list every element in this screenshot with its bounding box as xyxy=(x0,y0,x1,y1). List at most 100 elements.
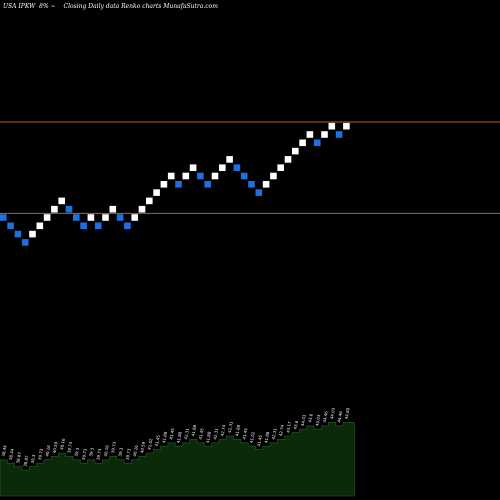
volume-value-label: 41.88 xyxy=(263,431,270,444)
volume-value-label: 41.88 xyxy=(176,431,183,444)
volume-value-label: 39.3 xyxy=(74,447,81,457)
volume-value-label: 39.3 xyxy=(30,454,37,464)
renko-brick-down xyxy=(313,139,321,147)
volume-value-label: 42.31 xyxy=(227,421,234,434)
volume-value-label: 44.03 xyxy=(314,414,321,427)
renko-brick-up xyxy=(87,214,95,221)
volume-value-label: 38.87 xyxy=(22,455,29,468)
description-label: Closing Daily data Renko charts MunafaSu… xyxy=(64,3,219,10)
volume-value-label: 38.44 xyxy=(1,444,8,457)
ticker-label: USA IPKW xyxy=(3,3,36,10)
volume-value-label: 44.03 xyxy=(300,414,307,427)
renko-brick-up xyxy=(160,181,168,188)
volume-value-label: 41.02 xyxy=(147,438,154,451)
renko-brick-up xyxy=(343,122,350,130)
renko-brick-up xyxy=(299,139,306,147)
volume-value-label: 44.03 xyxy=(329,407,336,420)
volume-fill xyxy=(0,422,355,497)
volume-value-label: 39.73 xyxy=(95,448,102,461)
volume-labels: 38.44 38.44 38.87 38.87 39.3 39.73 40.16 40.59 4… xyxy=(1,407,351,467)
volume-value-label: 40.16 xyxy=(132,444,139,457)
volume-value-label: 40.59 xyxy=(139,441,146,454)
volume-value-label: 42.74 xyxy=(278,424,285,437)
renko-brick-down xyxy=(14,230,22,238)
level-lines xyxy=(0,121,500,214)
renko-brick-up xyxy=(167,172,175,180)
renko-brick-down xyxy=(21,239,29,246)
renko-brick-down xyxy=(0,214,7,221)
volume-value-label: 41.45 xyxy=(168,427,175,440)
volume-value-label: 42.31 xyxy=(183,427,190,440)
renko-brick-down xyxy=(240,172,248,180)
volume-value-label: 39.73 xyxy=(110,441,117,454)
volume-value-label: 41.45 xyxy=(154,434,161,447)
volume-value-label: 39.73 xyxy=(81,448,88,461)
renko-brick-down xyxy=(204,181,211,188)
volume-value-label: 42.31 xyxy=(212,427,219,440)
volume-value-label: 38.87 xyxy=(15,451,22,464)
renko-brick-up xyxy=(43,214,51,221)
volume-value-label: 41.88 xyxy=(161,431,168,444)
volume-value-label: 38.44 xyxy=(8,448,15,461)
renko-brick-up xyxy=(226,156,233,163)
renko-brick-up xyxy=(211,172,219,180)
renko-brick-up xyxy=(153,189,160,196)
renko-brick-down xyxy=(255,189,263,196)
renko-brick-up xyxy=(321,131,328,138)
volume-value-label: 43.6 xyxy=(307,413,314,423)
renko-brick-up xyxy=(138,205,146,213)
renko-brick-down xyxy=(197,172,204,180)
volume-value-label: 44.46 xyxy=(322,410,329,423)
renko-brick-up xyxy=(262,181,270,188)
renko-brick-up xyxy=(131,214,138,221)
renko-brick-down xyxy=(248,181,255,188)
volume-value-label: 40.16 xyxy=(44,444,51,457)
renko-brick-up xyxy=(284,156,292,163)
renko-brick-up xyxy=(102,214,109,221)
volume-value-label: 41.45 xyxy=(256,434,263,447)
change-label: 8% ~ xyxy=(39,3,55,10)
renko-brick-up xyxy=(109,205,117,213)
chart-header: USA IPKW 8% ~ Closing Daily data Renko c… xyxy=(3,3,218,10)
volume-value-label: 44.89 xyxy=(344,407,351,420)
volume-value-label: 43.17 xyxy=(285,421,292,434)
renko-brick-down xyxy=(335,131,343,138)
volume-value-label: 41.45 xyxy=(241,427,248,440)
renko-brick-up xyxy=(51,205,58,213)
renko-brick-up xyxy=(306,131,314,138)
renko-brick-up xyxy=(219,164,226,171)
renko-brick-down xyxy=(73,214,80,221)
volume-value-label: 43.6 xyxy=(293,420,300,430)
renko-brick-down xyxy=(94,222,102,230)
renko-brick-up xyxy=(29,230,36,238)
volume-value-label: 39.73 xyxy=(66,441,73,454)
renko-brick-down xyxy=(175,181,182,188)
volume-value-label: 40.16 xyxy=(59,438,66,451)
volume-value-label: 41.02 xyxy=(249,431,256,444)
renko-brick-up xyxy=(146,197,153,205)
volume-value-label: 42.31 xyxy=(271,427,278,440)
renko-brick-up xyxy=(277,164,284,171)
renko-brick-up xyxy=(58,197,65,205)
volume-value-label: 39.73 xyxy=(37,448,44,461)
renko-brick-down xyxy=(65,205,73,213)
volume-value-label: 41.88 xyxy=(205,431,212,444)
renko-brick-down xyxy=(124,222,131,230)
volume-area xyxy=(0,422,355,497)
volume-value-label: 39.3 xyxy=(117,447,124,457)
renko-brick-down xyxy=(233,164,241,171)
volume-value-label: 42.74 xyxy=(220,424,227,437)
volume-value-label: 40.59 xyxy=(52,441,59,454)
volume-value-label: 40.16 xyxy=(103,444,110,457)
renko-brick-up xyxy=(189,164,197,171)
volume-value-label: 41.88 xyxy=(190,424,197,437)
volume-value-label: 41.45 xyxy=(198,427,205,440)
renko-brick-down xyxy=(7,222,14,230)
renko-brick-down xyxy=(116,214,124,221)
volume-value-label: 41.88 xyxy=(234,424,241,437)
volume-value-label: 39.3 xyxy=(88,447,95,457)
renko-bricks xyxy=(0,122,350,246)
renko-brick-up xyxy=(292,147,299,155)
volume-value-label: 44.46 xyxy=(336,410,343,423)
